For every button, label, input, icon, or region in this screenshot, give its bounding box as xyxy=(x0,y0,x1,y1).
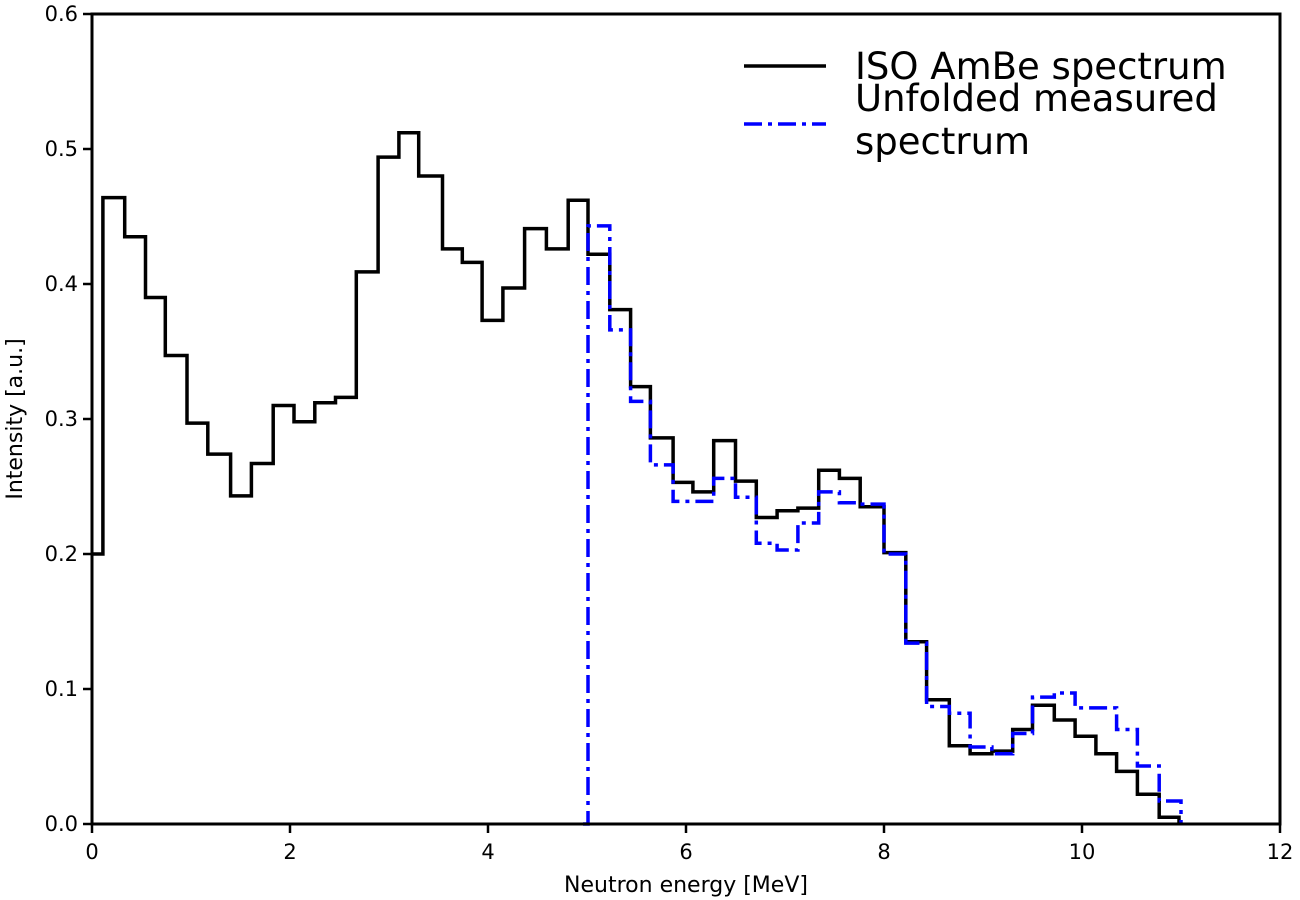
series-line-1 xyxy=(583,224,1183,826)
x-tick-label: 6 xyxy=(679,840,692,864)
y-tick-label: 0.2 xyxy=(45,542,78,566)
x-axis-label: Neutron energy [MeV] xyxy=(564,873,808,898)
y-tick-label: 0.0 xyxy=(45,812,78,836)
ticks-layer: 0 2 4 6 8 10 12 0.0 0.1 0.2 0.3 0.4 0.5 0.6 xyxy=(45,2,1294,864)
x-tick-label: 0 xyxy=(85,840,98,864)
series-layer xyxy=(92,131,1183,826)
y-tick-label: 0.5 xyxy=(45,137,78,161)
x-tick-label: 12 xyxy=(1267,840,1294,864)
y-tick-label: 0.6 xyxy=(45,2,78,26)
y-axis-label: Intensity [a.u.] xyxy=(3,338,28,499)
legend-label-1: Unfolded measured spectrum xyxy=(855,77,1218,163)
y-tick-label: 0.3 xyxy=(45,407,78,431)
x-tick-label: 8 xyxy=(877,840,890,864)
y-tick-label: 0.1 xyxy=(45,677,78,701)
y-tick-label: 0.4 xyxy=(45,272,78,296)
x-tick-label: 10 xyxy=(1069,840,1096,864)
x-tick-label: 2 xyxy=(283,840,296,864)
x-tick-label: 4 xyxy=(481,840,494,864)
legend-label-0: ISO AmBe spectrum xyxy=(855,45,1227,88)
